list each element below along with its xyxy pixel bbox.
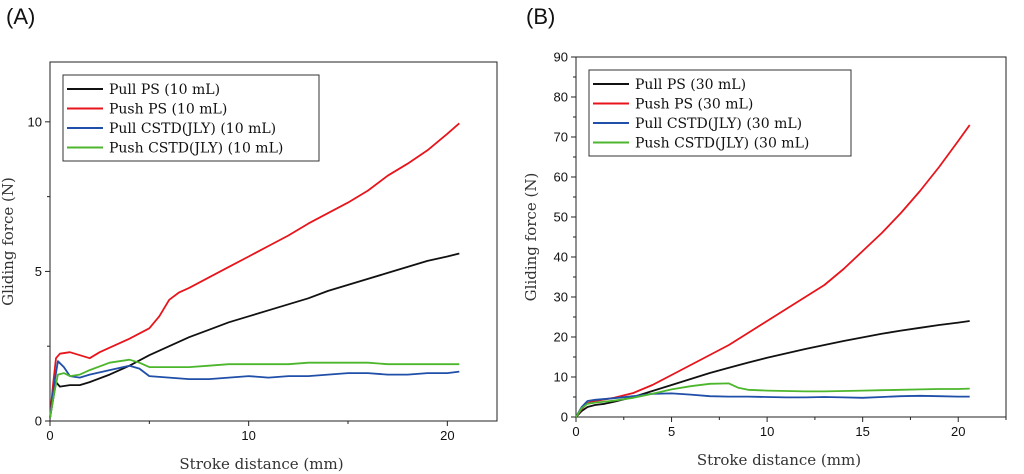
panel-label-a: (A) xyxy=(6,4,36,29)
x-axis-title: Stroke distance (mm) xyxy=(179,455,343,473)
chart-a: 0 10 20 0 5 10 Stroke distance (mm) Gliding for… xyxy=(0,61,498,473)
series-line-1 xyxy=(49,122,460,419)
legend-entry: Push CSTD(JLY) (30 mL) xyxy=(635,136,809,152)
y-axis-title: Gliding force (N) xyxy=(522,173,540,302)
y-tick-label: 0 xyxy=(35,414,42,429)
x-tick-label: 20 xyxy=(951,424,965,439)
legend-box xyxy=(588,69,852,157)
y-tick-label: 60 xyxy=(554,170,568,185)
x-tick-label: 10 xyxy=(760,424,774,439)
y-axis-title: Gliding force (N) xyxy=(0,177,17,306)
x-tick-label: 10 xyxy=(241,428,255,443)
x-tick-label: 0 xyxy=(572,424,579,439)
panel-label-b: (B) xyxy=(526,4,556,29)
x-tick-label: 0 xyxy=(46,428,53,443)
y-tick-label: 70 xyxy=(554,130,568,145)
legend-entry: Pull CSTD(JLY) (10 mL) xyxy=(109,121,276,137)
series-line-0 xyxy=(575,320,970,418)
y-tick-label: 30 xyxy=(554,290,568,305)
y-tick-label: 40 xyxy=(554,250,568,265)
legend-entry: Push PS (30 mL) xyxy=(635,97,753,113)
legend-entry: Push CSTD(JLY) (10 mL) xyxy=(109,141,283,157)
y-tick-label: 5 xyxy=(35,264,42,279)
x-tick-label: 15 xyxy=(855,424,869,439)
x-tick-label: 20 xyxy=(440,428,454,443)
legend-entry: Pull PS (30 mL) xyxy=(635,77,746,93)
plot-frame xyxy=(49,61,498,422)
legend-box xyxy=(62,74,320,162)
y-tick-label: 90 xyxy=(554,50,568,65)
y-tick-label: 0 xyxy=(561,410,568,425)
series-line-3 xyxy=(49,358,460,419)
series-line-3 xyxy=(575,382,970,418)
x-tick-label: 5 xyxy=(668,424,675,439)
chart-b: 0 5 10 15 20 0 10 20 30 40 50 60 70 80 90 Stroke distan… xyxy=(522,50,1007,469)
series-line-2 xyxy=(575,392,970,418)
legend-entry: Push PS (10 mL) xyxy=(109,102,227,118)
series-line-0 xyxy=(49,252,460,419)
y-tick-label: 20 xyxy=(554,330,568,345)
y-tick-label: 10 xyxy=(554,370,568,385)
y-tick-label: 80 xyxy=(554,90,568,105)
x-axis-title: Stroke distance (mm) xyxy=(697,451,861,469)
y-tick-label: 10 xyxy=(28,114,42,129)
legend-entry: Pull PS (10 mL) xyxy=(109,82,220,98)
series-line-1 xyxy=(575,124,971,418)
legend-entry: Pull CSTD(JLY) (30 mL) xyxy=(635,116,802,132)
y-tick-label: 50 xyxy=(554,210,568,225)
series-line-2 xyxy=(49,360,460,419)
